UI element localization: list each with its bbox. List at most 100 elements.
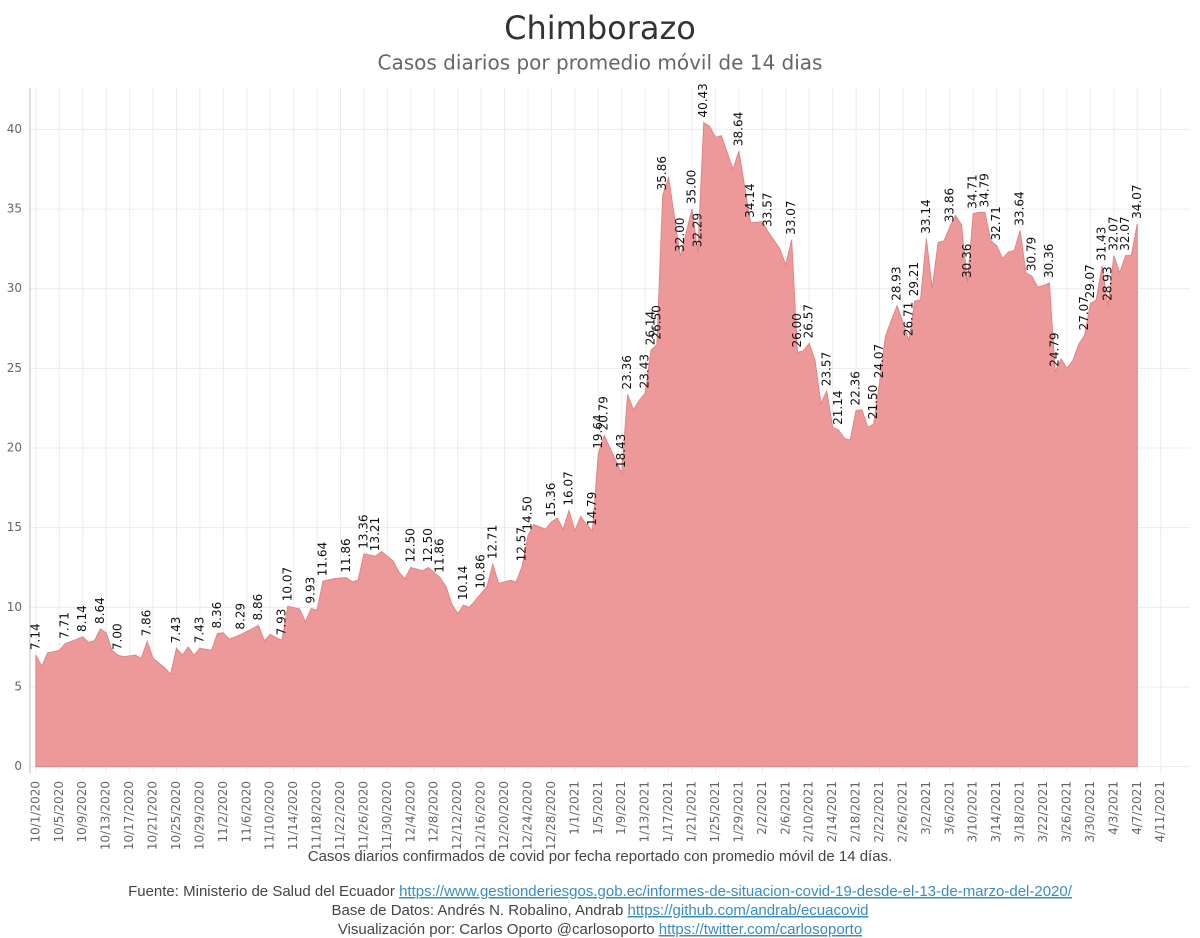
data-label: 8.36: [210, 602, 224, 629]
data-label: 24.79: [1048, 332, 1062, 366]
x-tick-label: 11/10/2020: [263, 781, 277, 850]
x-tick-label: 12/24/2020: [520, 781, 534, 850]
data-label: 19.64: [591, 414, 605, 448]
caption: Casos diarios confirmados de covid por f…: [308, 848, 892, 865]
data-label: 7.71: [58, 612, 72, 639]
area: [35, 121, 1138, 768]
data-label: 10.14: [456, 566, 470, 600]
data-label: 11.86: [433, 538, 447, 572]
x-tick-label: 2/14/2021: [825, 781, 839, 843]
y-tick-label: 10: [7, 600, 22, 614]
chart-title: Chimborazo: [504, 9, 696, 47]
data-label: 7.43: [169, 617, 183, 644]
data-label: 34.14: [743, 183, 757, 217]
credit-line: Base de Datos: Andrés N. Robalino, Andra…: [331, 902, 868, 919]
x-tick-label: 10/17/2020: [122, 781, 136, 850]
data-label: 20.79: [597, 396, 611, 430]
credit-text: Fuente: Ministerio de Salud del Ecuador: [128, 883, 395, 900]
x-tick-label: 12/8/2020: [427, 781, 441, 843]
x-tick-label: 12/28/2020: [544, 781, 558, 850]
y-tick-label: 35: [7, 202, 22, 216]
data-label: 30.36: [1042, 244, 1056, 278]
data-label: 23.43: [638, 354, 652, 388]
y-tick-label: 20: [7, 441, 22, 455]
x-tick-label: 2/18/2021: [849, 781, 863, 843]
data-label: 12.57: [515, 527, 529, 561]
credit-text: Base de Datos: Andrés N. Robalino, Andra…: [331, 902, 623, 919]
x-tick-label: 10/29/2020: [192, 781, 206, 850]
x-tick-label: 11/2/2020: [216, 781, 230, 843]
x-tick-label: 3/22/2021: [1036, 781, 1050, 843]
data-label: 26.00: [790, 313, 804, 347]
data-label: 10.07: [280, 567, 294, 601]
y-tick-label: 5: [14, 679, 22, 693]
data-label: 24.07: [872, 344, 886, 378]
credit-link[interactable]: https://github.com/andrab/ecuacovid: [628, 902, 869, 919]
data-label: 7.14: [28, 623, 42, 650]
credit-line: Fuente: Ministerio de Salud del Ecuador …: [128, 883, 1073, 900]
data-label: 15.36: [544, 483, 558, 517]
data-label: 33.64: [1013, 191, 1027, 225]
x-tick-label: 2/22/2021: [872, 781, 886, 843]
data-label: 30.36: [960, 244, 974, 278]
x-tick-label: 2/2/2021: [755, 781, 769, 835]
x-tick-label: 2/6/2021: [778, 781, 792, 835]
data-label: 8.86: [251, 594, 265, 621]
data-label: 26.50: [649, 305, 663, 339]
data-label: 35.00: [685, 170, 699, 204]
x-tick-label: 11/14/2020: [286, 781, 300, 850]
x-tick-label: 1/9/2021: [614, 781, 628, 835]
data-label: 12.50: [421, 528, 435, 562]
data-label: 8.64: [93, 597, 107, 624]
data-label: 11.64: [315, 542, 329, 576]
data-label: 7.00: [110, 623, 124, 650]
data-label: 7.43: [192, 617, 206, 644]
x-tick-label: 2/26/2021: [895, 781, 909, 843]
data-label: 10.86: [474, 554, 488, 588]
data-label: 13.21: [368, 517, 382, 551]
data-label: 7.93: [274, 609, 288, 636]
data-label: 33.57: [761, 192, 775, 226]
data-label: 32.07: [1118, 216, 1132, 250]
credit-line: Visualización por: Carlos Oporto @carlos…: [338, 921, 862, 938]
data-label: 27.07: [1077, 296, 1091, 330]
data-label: 32.29: [690, 213, 704, 247]
x-tick-label: 11/22/2020: [333, 781, 347, 850]
data-label: 29.21: [907, 262, 921, 296]
x-tick-label: 11/18/2020: [310, 781, 324, 850]
data-label: 21.50: [866, 385, 880, 419]
data-label: 12.71: [485, 525, 499, 559]
data-label: 14.79: [585, 492, 599, 526]
data-label: 33.86: [942, 188, 956, 222]
data-label: 22.36: [849, 371, 863, 405]
x-tick-label: 3/6/2021: [942, 781, 956, 835]
x-tick-label: 3/2/2021: [919, 781, 933, 835]
data-label: 31.43: [1095, 227, 1109, 261]
x-tick-label: 1/25/2021: [708, 781, 722, 843]
data-label: 18.43: [614, 434, 628, 468]
x-tick-label: 11/6/2020: [239, 781, 253, 843]
y-tick-label: 0: [14, 759, 22, 773]
x-tick-label: 10/1/2020: [28, 781, 42, 843]
data-label: 32.00: [673, 218, 687, 252]
data-label: 32.71: [989, 206, 1003, 240]
x-tick-label: 11/30/2020: [380, 781, 394, 850]
data-label: 16.07: [561, 471, 575, 505]
x-tick-label: 3/26/2021: [1059, 781, 1073, 843]
data-label: 13.36: [356, 514, 370, 548]
x-tick-label: 12/4/2020: [403, 781, 417, 843]
credit-link[interactable]: https://www.gestionderiesgos.gob.ec/info…: [399, 883, 1073, 900]
credit-link[interactable]: https://twitter.com/carlosoporto: [659, 921, 862, 938]
data-label: 14.50: [520, 496, 534, 530]
x-tick-label: 3/30/2021: [1083, 781, 1097, 843]
data-label: 34.71: [966, 174, 980, 208]
x-tick-label: 4/3/2021: [1106, 781, 1120, 835]
data-label: 33.07: [784, 200, 798, 234]
y-tick-label: 25: [7, 361, 22, 375]
data-label: 33.14: [919, 199, 933, 233]
data-label: 34.79: [977, 173, 991, 207]
data-label: 9.93: [304, 577, 318, 604]
data-label: 30.79: [1024, 237, 1038, 271]
x-tick-label: 4/7/2021: [1130, 781, 1144, 835]
